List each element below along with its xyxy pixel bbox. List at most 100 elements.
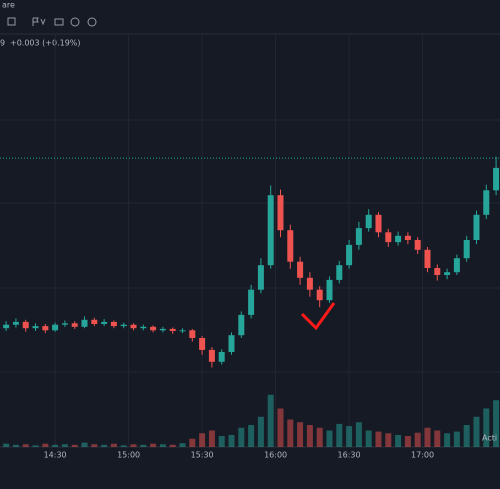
- volume-bar: [277, 408, 284, 447]
- volume-bar: [453, 431, 460, 447]
- volume-bar: [306, 425, 313, 447]
- candle-body: [52, 324, 59, 331]
- volume-bar: [355, 422, 362, 447]
- volume-bar: [434, 430, 441, 447]
- volume-bar: [150, 443, 157, 447]
- candle-body: [3, 324, 10, 329]
- icon-compare[interactable]: [40, 18, 46, 26]
- h-grid: [0, 119, 500, 373]
- candle-body: [493, 167, 500, 191]
- volume-bar: [424, 427, 431, 447]
- check-annotation: [300, 302, 336, 331]
- candle-body: [326, 279, 333, 301]
- candle-body: [336, 265, 343, 280]
- volume-bar: [91, 444, 98, 447]
- candle-body: [248, 289, 255, 315]
- x-tick-label: 16:30: [338, 451, 361, 460]
- volume-bar: [42, 443, 49, 447]
- icon-snapshot[interactable]: [54, 18, 64, 26]
- volume-bar: [12, 444, 19, 447]
- candle-body: [120, 324, 127, 327]
- volume-bar: [326, 430, 333, 447]
- volume-bar: [218, 436, 225, 447]
- volume-bar: [140, 444, 147, 447]
- candle-body: [110, 321, 117, 327]
- volume-bar: [159, 444, 166, 447]
- volume-bar: [120, 445, 127, 447]
- candle-body: [189, 330, 196, 338]
- volume-bar: [169, 444, 176, 447]
- volume-bar: [130, 444, 137, 447]
- volume-bar: [248, 425, 255, 447]
- candle-body: [179, 330, 186, 332]
- candle-body: [434, 268, 441, 275]
- icon-indicators[interactable]: [7, 17, 16, 26]
- candle-body: [277, 195, 284, 231]
- volume-bar: [208, 430, 215, 447]
- x-tick-label: 15:30: [191, 451, 214, 460]
- volume-bar: [257, 416, 264, 447]
- legend-price: 9: [0, 39, 5, 48]
- candle-body: [150, 326, 157, 331]
- watermark: Acti: [482, 434, 497, 443]
- candle-body: [365, 214, 372, 229]
- volume-bar: [385, 433, 392, 447]
- volume-bar: [336, 423, 343, 447]
- toolbar-icons: [7, 17, 97, 27]
- volume-bar: [365, 430, 372, 447]
- volume-bar: [463, 425, 470, 447]
- volume-bar: [199, 433, 206, 447]
- candle-body: [101, 321, 108, 324]
- volume-bar: [71, 444, 78, 447]
- candle-body: [32, 326, 39, 329]
- candle-body: [463, 240, 470, 259]
- volume-bar: [287, 419, 294, 447]
- volume-bar: [81, 442, 88, 447]
- candle-body: [306, 277, 313, 290]
- candle-body: [375, 214, 382, 233]
- icon-fullscreen[interactable]: [87, 17, 97, 27]
- candle-body: [424, 249, 431, 268]
- volume-bar: [395, 434, 402, 447]
- volume-bar: [101, 444, 108, 447]
- legend-change: +0.003 (+0.19%): [10, 39, 81, 48]
- x-tick-label: 17:00: [411, 451, 434, 460]
- candle-body: [71, 323, 78, 327]
- candle-body: [91, 319, 98, 324]
- candle-body: [199, 338, 206, 350]
- volume-bar: [110, 443, 117, 447]
- candle-body: [395, 235, 402, 243]
- candle-body: [473, 214, 480, 240]
- x-tick-label: 14:30: [44, 451, 67, 460]
- candle-body: [346, 244, 353, 266]
- volume-bar: [297, 422, 304, 447]
- volume-bar: [238, 427, 245, 447]
- volume-bar: [228, 434, 235, 447]
- candle-body: [257, 265, 264, 290]
- volume-bar: [473, 416, 480, 447]
- candle-body: [208, 349, 215, 362]
- volume-bar: [267, 394, 274, 447]
- candle-body: [218, 352, 225, 362]
- icon-settings[interactable]: [70, 17, 80, 27]
- icon-flag[interactable]: [32, 17, 39, 26]
- candle-body: [42, 326, 49, 331]
- candle-body: [12, 321, 19, 325]
- candle-body: [483, 190, 490, 215]
- candle-body: [444, 272, 451, 275]
- candle-body: [159, 328, 166, 331]
- volume-bar: [346, 426, 353, 447]
- candle-body: [81, 319, 88, 327]
- volume-bar: [493, 400, 500, 447]
- candle-body: [453, 258, 460, 273]
- candle-body: [140, 326, 147, 329]
- volume-bar: [22, 444, 29, 447]
- volume-bar: [483, 408, 490, 447]
- symbol: are: [2, 1, 15, 10]
- candle-body: [238, 314, 245, 336]
- volume-bar: [444, 433, 451, 447]
- candle-body: [355, 228, 362, 245]
- volume-bar: [404, 436, 411, 447]
